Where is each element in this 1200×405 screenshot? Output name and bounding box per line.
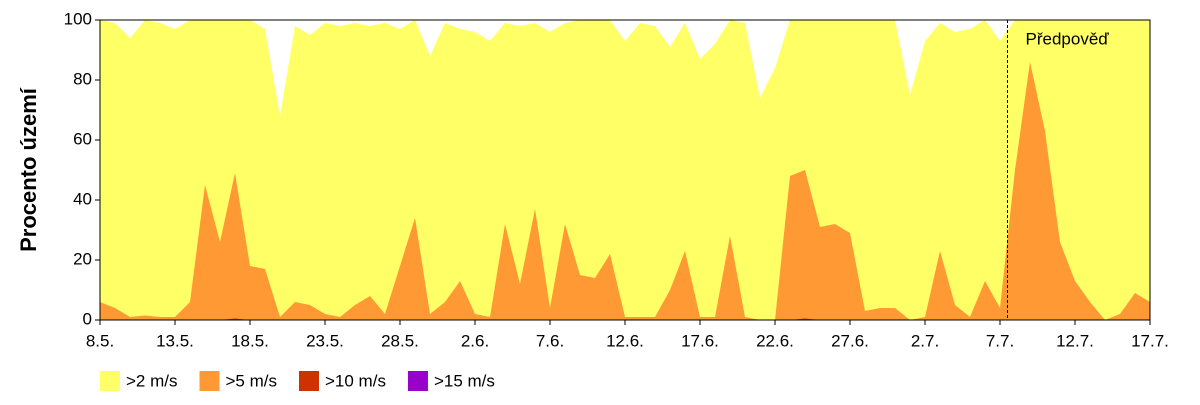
x-tick-label: 7.7. bbox=[986, 331, 1014, 350]
y-axis-label: Procento území bbox=[16, 87, 41, 252]
y-tick-label: 60 bbox=[73, 129, 92, 148]
x-tick-label: 13.5. bbox=[156, 331, 194, 350]
y-tick-label: 100 bbox=[64, 9, 92, 28]
legend-swatch bbox=[299, 371, 319, 391]
x-tick-label: 2.6. bbox=[461, 331, 489, 350]
x-tick-label: 8.5. bbox=[86, 331, 114, 350]
x-tick-label: 17.6. bbox=[681, 331, 719, 350]
legend-label: >10 m/s bbox=[325, 371, 386, 390]
x-tick-label: 12.7. bbox=[1056, 331, 1094, 350]
legend-label: >15 m/s bbox=[434, 371, 495, 390]
legend-swatch bbox=[407, 371, 428, 391]
y-tick-label: 40 bbox=[73, 189, 92, 208]
x-tick-label: 23.5. bbox=[306, 331, 344, 350]
legend-swatch bbox=[199, 371, 220, 391]
annotation: Předpověď bbox=[1026, 29, 1110, 48]
area bbox=[100, 62, 1150, 320]
y-tick-label: 20 bbox=[73, 249, 92, 268]
x-tick-label: 22.6. bbox=[756, 331, 794, 350]
x-tick-label: 17.7. bbox=[1131, 331, 1169, 350]
legend-label: >5 m/s bbox=[226, 371, 278, 390]
x-tick-label: 18.5. bbox=[231, 331, 269, 350]
x-tick-label: 7.6. bbox=[536, 331, 564, 350]
legend-swatch bbox=[100, 371, 120, 391]
legend-label: >2 m/s bbox=[126, 371, 178, 390]
x-tick-label: 28.5. bbox=[381, 331, 419, 350]
y-tick-label: 0 bbox=[83, 309, 92, 328]
x-tick-label: 12.6. bbox=[606, 331, 644, 350]
x-tick-label: 27.6. bbox=[831, 331, 869, 350]
y-tick-label: 80 bbox=[73, 69, 92, 88]
x-tick-label: 2.7. bbox=[911, 331, 939, 350]
area bbox=[100, 20, 1150, 320]
